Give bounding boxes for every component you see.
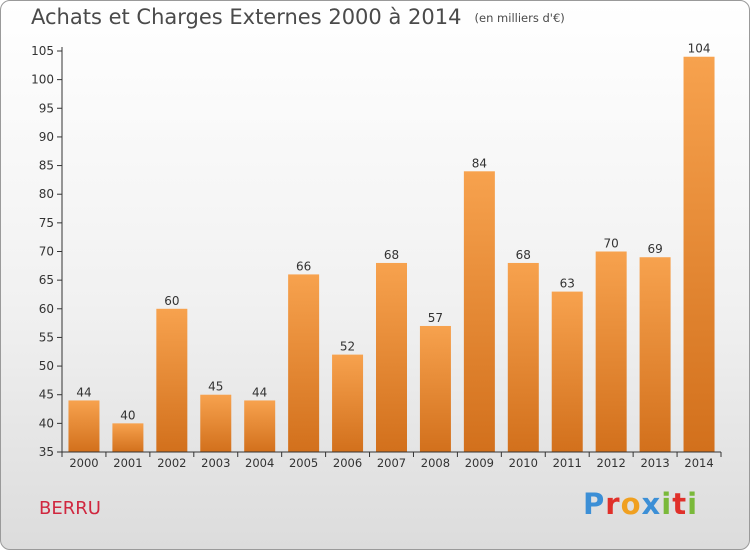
data-label: 84 — [472, 156, 487, 170]
x-axis: 2000 2001 2002 2003 2004 2005 2006 2007 2008 2009… — [61, 451, 722, 470]
logo-letter: r — [605, 487, 621, 521]
y-tick-label: 45 — [39, 388, 54, 402]
bar — [288, 274, 320, 452]
data-label: 70 — [604, 237, 619, 251]
data-label: 52 — [340, 340, 355, 354]
bar — [156, 308, 188, 452]
bar — [419, 325, 451, 452]
data-label: 44 — [76, 385, 91, 399]
bar — [68, 400, 100, 452]
x-tick-label: 2003 — [201, 456, 230, 470]
x-tick-label: 2010 — [509, 456, 538, 470]
commune-name: BERRU — [39, 498, 101, 519]
bar — [683, 56, 715, 452]
data-label: 63 — [560, 277, 575, 291]
logo-letter: x — [641, 487, 662, 521]
bar — [595, 251, 627, 452]
logo-letter: i — [687, 487, 699, 521]
bar — [244, 400, 276, 452]
y-axis: 35 40 45 50 55 60 65 70 75 80 85 90 95 100 105 — [31, 44, 63, 459]
bar — [551, 291, 583, 452]
x-tick-label: 2014 — [684, 456, 713, 470]
data-labels: 44 40 60 45 44 66 52 68 57 84 68 63 70 69 104 — [76, 42, 710, 423]
y-tick-label: 90 — [39, 130, 54, 144]
y-tick-label: 35 — [39, 445, 54, 459]
logo-letter: o — [620, 487, 642, 521]
data-label: 66 — [296, 259, 311, 273]
bar — [332, 354, 364, 452]
data-label: 68 — [384, 248, 399, 262]
x-tick-label: 2004 — [245, 456, 274, 470]
x-tick-label: 2005 — [289, 456, 318, 470]
data-label: 57 — [428, 311, 443, 325]
proxiti-logo: Proxiti — [583, 487, 698, 521]
y-tick-label: 85 — [39, 159, 54, 173]
x-tick-label: 2008 — [421, 456, 450, 470]
bar — [639, 257, 671, 452]
y-tick-label: 105 — [31, 44, 54, 58]
y-tick-label: 60 — [39, 302, 54, 316]
x-tick-label: 2013 — [640, 456, 669, 470]
y-tick-label: 55 — [39, 330, 54, 344]
x-tick-label: 2006 — [333, 456, 362, 470]
data-label: 69 — [647, 242, 662, 256]
y-tick-label: 80 — [39, 187, 54, 201]
bar — [507, 262, 539, 452]
y-tick-label: 50 — [39, 359, 54, 373]
logo-letter: t — [672, 487, 688, 521]
bar — [200, 394, 232, 452]
x-tick-label: 2002 — [157, 456, 186, 470]
y-tick-label: 100 — [31, 73, 54, 87]
y-tick-label: 75 — [39, 216, 54, 230]
x-tick-label: 2009 — [465, 456, 494, 470]
data-label: 44 — [252, 385, 267, 399]
bar — [376, 262, 407, 452]
x-tick-label: 2007 — [377, 456, 406, 470]
y-tick-label: 95 — [39, 101, 54, 115]
logo-letter: i — [661, 487, 673, 521]
x-tick-label: 2012 — [597, 456, 626, 470]
y-tick-label: 40 — [39, 416, 54, 430]
data-label: 40 — [120, 408, 135, 422]
chart-title: Achats et Charges Externes 2000 à 2014 — [31, 5, 462, 29]
data-label: 104 — [688, 42, 711, 56]
bar — [463, 171, 495, 453]
x-tick-label: 2001 — [113, 456, 142, 470]
bars — [68, 56, 715, 453]
logo-letter: P — [583, 487, 606, 521]
data-label: 60 — [164, 294, 179, 308]
chart-unit: (en milliers d'€) — [474, 11, 565, 25]
x-tick-label: 2000 — [69, 456, 98, 470]
x-tick-label: 2011 — [553, 456, 582, 470]
y-tick-label: 65 — [39, 273, 54, 287]
bar — [112, 423, 144, 452]
title-block: Achats et Charges Externes 2000 à 2014 (… — [31, 5, 565, 29]
data-label: 68 — [516, 248, 531, 262]
y-tick-label: 70 — [39, 245, 54, 259]
data-label: 45 — [208, 380, 223, 394]
